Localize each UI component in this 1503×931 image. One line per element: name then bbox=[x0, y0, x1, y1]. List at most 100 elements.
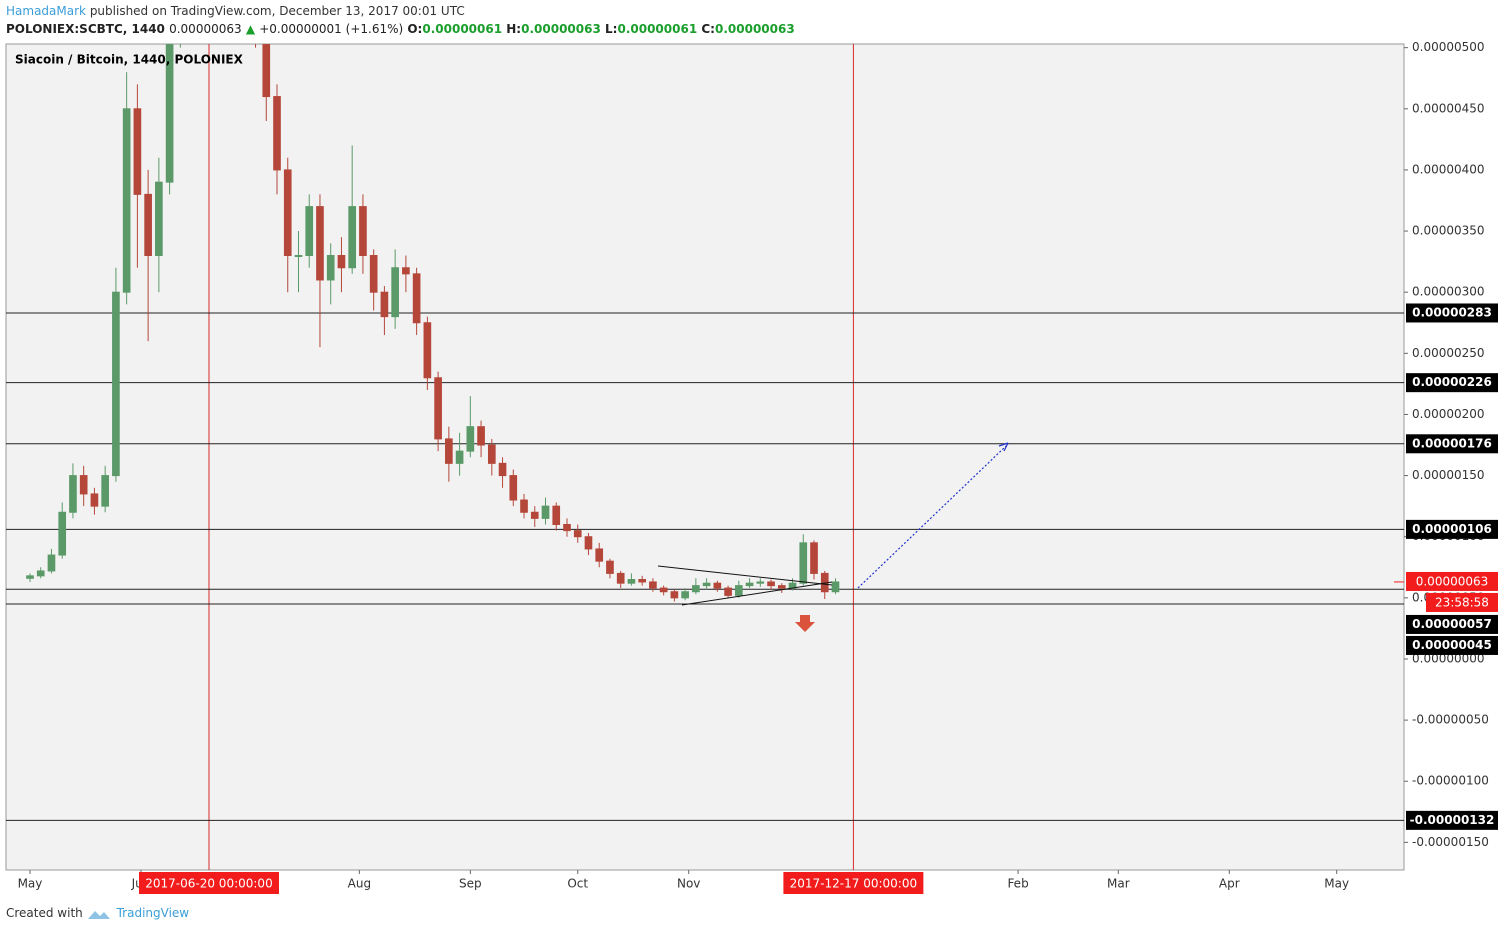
price-label: 0.00000283 bbox=[1412, 305, 1492, 319]
candle-body bbox=[681, 591, 689, 599]
price-label-bg bbox=[1406, 810, 1498, 830]
price-label: 0.00000057 bbox=[1412, 617, 1492, 631]
candle-body bbox=[563, 523, 571, 532]
change: +0.00000001 (+1.61%) bbox=[259, 22, 404, 36]
x-tick-label: Jun bbox=[131, 877, 151, 891]
candle-body bbox=[112, 291, 120, 477]
candle-body bbox=[595, 548, 604, 562]
countdown-label: 23:58:58 bbox=[1435, 595, 1489, 609]
created-with: Created with bbox=[6, 906, 83, 920]
grid bbox=[6, 44, 1404, 870]
price-label-bg bbox=[1406, 434, 1498, 454]
candle-body bbox=[756, 581, 765, 584]
price-label: 0.00000226 bbox=[1412, 375, 1492, 389]
y-tick-label: 0.00000000 bbox=[1412, 651, 1485, 665]
price-label-bg bbox=[1406, 303, 1498, 323]
candle-body bbox=[337, 255, 346, 269]
candle-body bbox=[799, 542, 808, 584]
y-tick-label: 0.00000400 bbox=[1412, 162, 1485, 176]
candle-body bbox=[552, 505, 561, 525]
price-label-bg bbox=[1406, 519, 1498, 539]
o-key: O: bbox=[407, 22, 423, 36]
candle-body bbox=[294, 255, 303, 258]
candle-body bbox=[445, 438, 453, 464]
candle-body bbox=[155, 181, 163, 257]
y-tick-label: 0.00000150 bbox=[1412, 468, 1485, 482]
y-tick-label: 0.00000250 bbox=[1412, 346, 1485, 360]
candle-body bbox=[606, 560, 614, 574]
y-tick-label: 0.00000300 bbox=[1412, 285, 1485, 299]
y-tick-label: -0.00000100 bbox=[1412, 774, 1489, 788]
candle-body bbox=[713, 582, 722, 589]
candle-body bbox=[487, 444, 496, 464]
candle-body bbox=[79, 475, 88, 495]
candles bbox=[26, 44, 840, 602]
candle-body bbox=[47, 554, 56, 572]
x-tick-label: Apr bbox=[1219, 877, 1240, 891]
y-tick-label: 0.00000500 bbox=[1412, 40, 1485, 54]
candle-body bbox=[36, 570, 45, 577]
l-val: 0.00000061 bbox=[617, 22, 698, 36]
candle-body bbox=[165, 44, 174, 183]
footer: Created with TradingView bbox=[6, 906, 189, 920]
candle-body bbox=[101, 475, 109, 507]
date-label-bg bbox=[138, 872, 279, 894]
change-arrow: ▲ bbox=[245, 22, 256, 36]
candle-body bbox=[788, 582, 797, 589]
candle-body bbox=[122, 108, 131, 293]
publish-text: published on TradingView.com, December 1… bbox=[89, 4, 465, 18]
candle-body bbox=[627, 579, 636, 584]
candle-body bbox=[541, 505, 550, 519]
candle-body bbox=[498, 462, 507, 477]
countdown-bg bbox=[1426, 592, 1498, 612]
date-label: 2017-12-17 00:00:00 bbox=[790, 877, 917, 891]
chart: 0.00000500 0.00000450 0.00000400 0.00000350… bbox=[5, 40, 1498, 894]
plot-area bbox=[5, 43, 1405, 871]
candle-body bbox=[670, 591, 679, 599]
candle-body bbox=[702, 582, 711, 587]
candle-body bbox=[573, 530, 582, 538]
y-tick-label: 0.00000450 bbox=[1412, 101, 1485, 115]
date-label-bg bbox=[783, 872, 924, 894]
y-tick-label: 0.00000050 bbox=[1412, 590, 1485, 604]
candle-body bbox=[659, 587, 668, 593]
x-tick-label: May bbox=[18, 877, 43, 891]
last: 0.00000063 bbox=[169, 22, 242, 36]
candle-body bbox=[455, 450, 464, 464]
y-tick-label: 0.00000350 bbox=[1412, 224, 1485, 238]
candle-body bbox=[69, 475, 77, 513]
current-price-bg bbox=[1406, 571, 1498, 591]
candle-body bbox=[616, 572, 625, 584]
x-tick-label: Feb bbox=[1007, 877, 1028, 891]
y-tick-label: 0.00000100 bbox=[1412, 529, 1485, 543]
price-label: 0.00000176 bbox=[1412, 436, 1492, 450]
x-tick-label: Mar bbox=[1107, 877, 1130, 891]
candle-body bbox=[369, 255, 378, 293]
current-price-label: 0.00000063 bbox=[1416, 574, 1489, 588]
candle-body bbox=[509, 475, 518, 501]
publish-line: HamadaMark published on TradingView.com,… bbox=[6, 4, 465, 18]
tv-link[interactable]: TradingView bbox=[116, 906, 190, 920]
candle-body bbox=[831, 581, 840, 593]
axes: 0.00000500 0.00000450 0.00000400 0.00000350… bbox=[18, 40, 1498, 894]
y-tick-label: -0.00000050 bbox=[1412, 713, 1489, 727]
candle-body bbox=[144, 193, 152, 257]
candle-body bbox=[359, 206, 367, 257]
y-tick-label: 0.00000200 bbox=[1412, 407, 1485, 421]
candle-body bbox=[58, 511, 67, 556]
author[interactable]: HamadaMark bbox=[6, 4, 86, 18]
candle-body bbox=[402, 267, 410, 275]
h-key: H: bbox=[506, 22, 522, 36]
candle-body bbox=[810, 542, 818, 574]
candle-body bbox=[477, 426, 485, 446]
candle-body bbox=[348, 206, 357, 269]
candle-body bbox=[391, 267, 399, 318]
candle-body bbox=[649, 581, 657, 589]
candle-body bbox=[305, 206, 314, 257]
candle-body bbox=[273, 96, 281, 171]
x-tick-label: Sep bbox=[459, 877, 482, 891]
date-label: 2017-06-20 00:00:00 bbox=[145, 877, 272, 891]
price-label-bg bbox=[1406, 635, 1498, 655]
candle-body bbox=[90, 493, 99, 507]
